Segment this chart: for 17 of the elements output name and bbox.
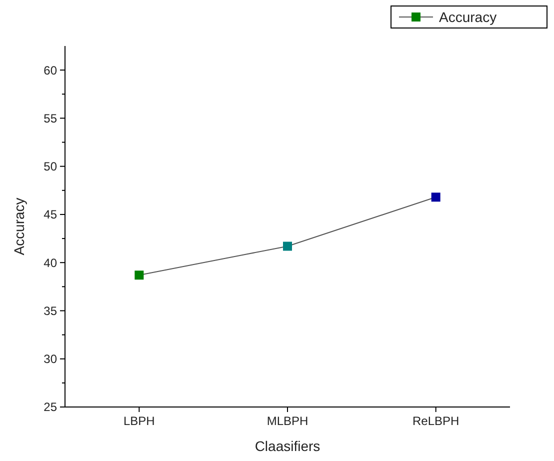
legend-label: Accuracy — [439, 8, 497, 25]
y-tick-label: 45 — [44, 208, 58, 222]
y-tick-label: 40 — [44, 256, 58, 270]
y-tick-label: 50 — [44, 160, 58, 174]
y-tick-label: 25 — [44, 400, 58, 414]
x-tick-label: LBPH — [123, 414, 155, 428]
point — [431, 192, 440, 202]
x-tick-label: MLBPH — [266, 414, 308, 428]
y-tick-label: 60 — [44, 63, 58, 78]
x-tick-label: ReLBPH — [412, 414, 460, 428]
y-tick-label: 35 — [44, 304, 58, 318]
y-axis-title: Accuracy — [11, 198, 27, 256]
y-tick-label: 30 — [44, 352, 58, 366]
x-axis-title: Claasifiers — [254, 438, 320, 454]
y-tick-label: 55 — [44, 111, 58, 126]
point — [134, 270, 144, 280]
point — [283, 242, 292, 251]
